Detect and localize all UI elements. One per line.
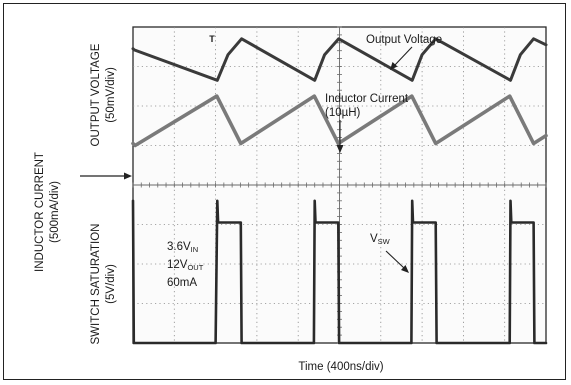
- ylabel-output-voltage-line1: OUTPUT VOLTAGE: [90, 43, 102, 146]
- inductor-zero-arrowhead: [124, 172, 132, 180]
- ylabel-inductor-current-line1: INDUCTOR CURRENT: [34, 152, 46, 272]
- condition-vin: 3.6VIN: [167, 241, 198, 254]
- condition-vout: 12VOUT: [167, 259, 204, 272]
- condition-current: 60mA: [167, 277, 197, 289]
- annotation-vsw: VSW: [370, 233, 391, 246]
- annotation-inductor-current-line2: (10µH): [325, 107, 361, 119]
- annotation-inductor-current-arrowhead: [336, 145, 344, 153]
- series-inductor-current-line: [131, 94, 548, 148]
- annotation-vsw-arrow: [385, 250, 405, 269]
- ylabel-output-voltage-line2: (50mV/div): [105, 67, 117, 123]
- annotation-output-voltage-arrow: [393, 46, 413, 67]
- trigger-marker: T: [209, 34, 215, 44]
- ylabel-inductor-current-line2: (500mA/div): [49, 181, 61, 243]
- annotation-inductor-current-line1: Inductor Current: [325, 93, 409, 105]
- annotation-output-voltage: Output Voltage: [366, 34, 442, 46]
- xlabel: Time (400ns/div): [298, 361, 383, 373]
- ylabel-switch-saturation-line2: (5V/div): [105, 264, 117, 304]
- figure-frame: [3, 3, 566, 380]
- series-vsw-line: [131, 199, 548, 345]
- traces: [131, 37, 548, 345]
- annotation-output-voltage-arrowhead: [390, 62, 398, 70]
- labels: INDUCTOR CURRENT (500mA/div) OUTPUT VOLT…: [34, 34, 442, 373]
- series-output-voltage-line: [131, 37, 548, 82]
- annotation-vsw-arrowhead: [401, 265, 409, 273]
- ylabel-switch-saturation-line1: SWITCH SATURATION: [90, 224, 102, 345]
